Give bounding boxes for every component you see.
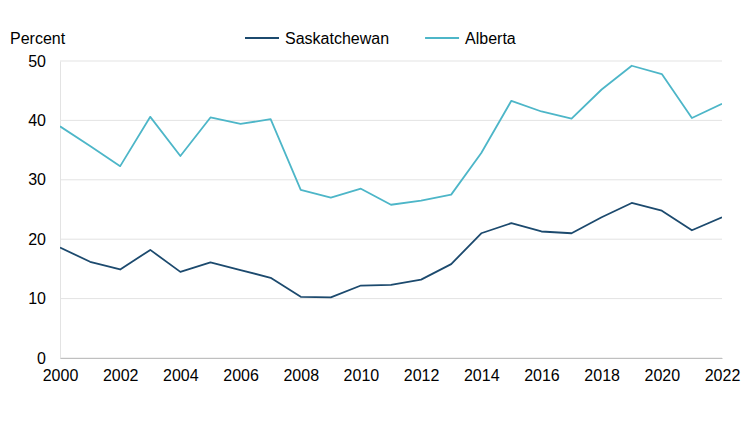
legend-item: Saskatchewan (245, 30, 389, 47)
x-tick-label: 2010 (344, 367, 380, 384)
y-tick-label: 0 (37, 350, 46, 367)
series-line (60, 203, 722, 297)
x-tick-label: 2012 (404, 367, 440, 384)
x-tick: 2002 (103, 358, 139, 384)
x-tick-label: 2016 (524, 367, 560, 384)
plot-area: 0102030405020002002200420062008201020122… (28, 53, 740, 385)
series-line (60, 66, 722, 205)
y-tick-label: 50 (28, 53, 46, 70)
grid-line (60, 239, 722, 240)
x-tick: 2000 (43, 358, 79, 384)
grid-line (60, 120, 722, 121)
y-tick-label: 30 (28, 171, 46, 188)
x-tick: 2016 (524, 358, 560, 384)
y-tick: 0 (37, 350, 60, 367)
y-tick: 10 (28, 290, 60, 307)
x-tick-label: 2006 (223, 367, 259, 384)
x-tick-label: 2020 (645, 367, 681, 384)
x-tick-label: 2000 (43, 367, 79, 384)
y-tick-label: 20 (28, 231, 46, 248)
x-tick-label: 2014 (464, 367, 500, 384)
x-tick-label: 2002 (103, 367, 139, 384)
y-axis-title: Percent (10, 30, 66, 47)
x-tick: 2014 (464, 358, 500, 384)
y-tick: 20 (28, 231, 60, 248)
x-tick: 2018 (584, 358, 620, 384)
legend: Saskatchewan Alberta (245, 30, 516, 47)
lines (60, 66, 722, 298)
chart: 0102030405020002002200420062008201020122… (0, 0, 750, 422)
x-tick: 2008 (283, 358, 319, 384)
y-tick-label: 40 (28, 112, 46, 129)
legend-swatch (425, 37, 459, 39)
grid (60, 61, 722, 358)
x-axis: 2000 2002 2004 2006 2008 2010 2012 2014 2016 2018… (43, 358, 741, 384)
x-tick-label: 2022 (705, 367, 741, 384)
x-tick: 2004 (163, 358, 199, 384)
legend-item: Alberta (425, 30, 516, 47)
x-tick-label: 2018 (584, 367, 620, 384)
x-axis-line (61, 358, 723, 359)
legend-label: Saskatchewan (285, 30, 389, 47)
legend-swatch (245, 37, 279, 39)
x-tick: 2020 (645, 358, 681, 384)
x-tick: 2010 (344, 358, 380, 384)
grid-line (60, 179, 722, 180)
y-axis: 0 10 20 30 40 50 (28, 53, 60, 367)
grid-line (60, 298, 722, 299)
legend-label: Alberta (465, 30, 516, 47)
x-tick: 2022 (705, 358, 741, 384)
grid-line (60, 358, 722, 359)
x-tick-label: 2004 (163, 367, 199, 384)
y-axis-line (60, 62, 61, 359)
x-tick: 2006 (223, 358, 259, 384)
x-tick: 2012 (404, 358, 440, 384)
y-tick: 50 (28, 53, 60, 70)
grid-line (60, 61, 722, 62)
y-tick: 30 (28, 171, 60, 188)
x-tick-label: 2008 (283, 367, 319, 384)
y-tick-label: 10 (28, 290, 46, 307)
y-tick: 40 (28, 112, 60, 129)
